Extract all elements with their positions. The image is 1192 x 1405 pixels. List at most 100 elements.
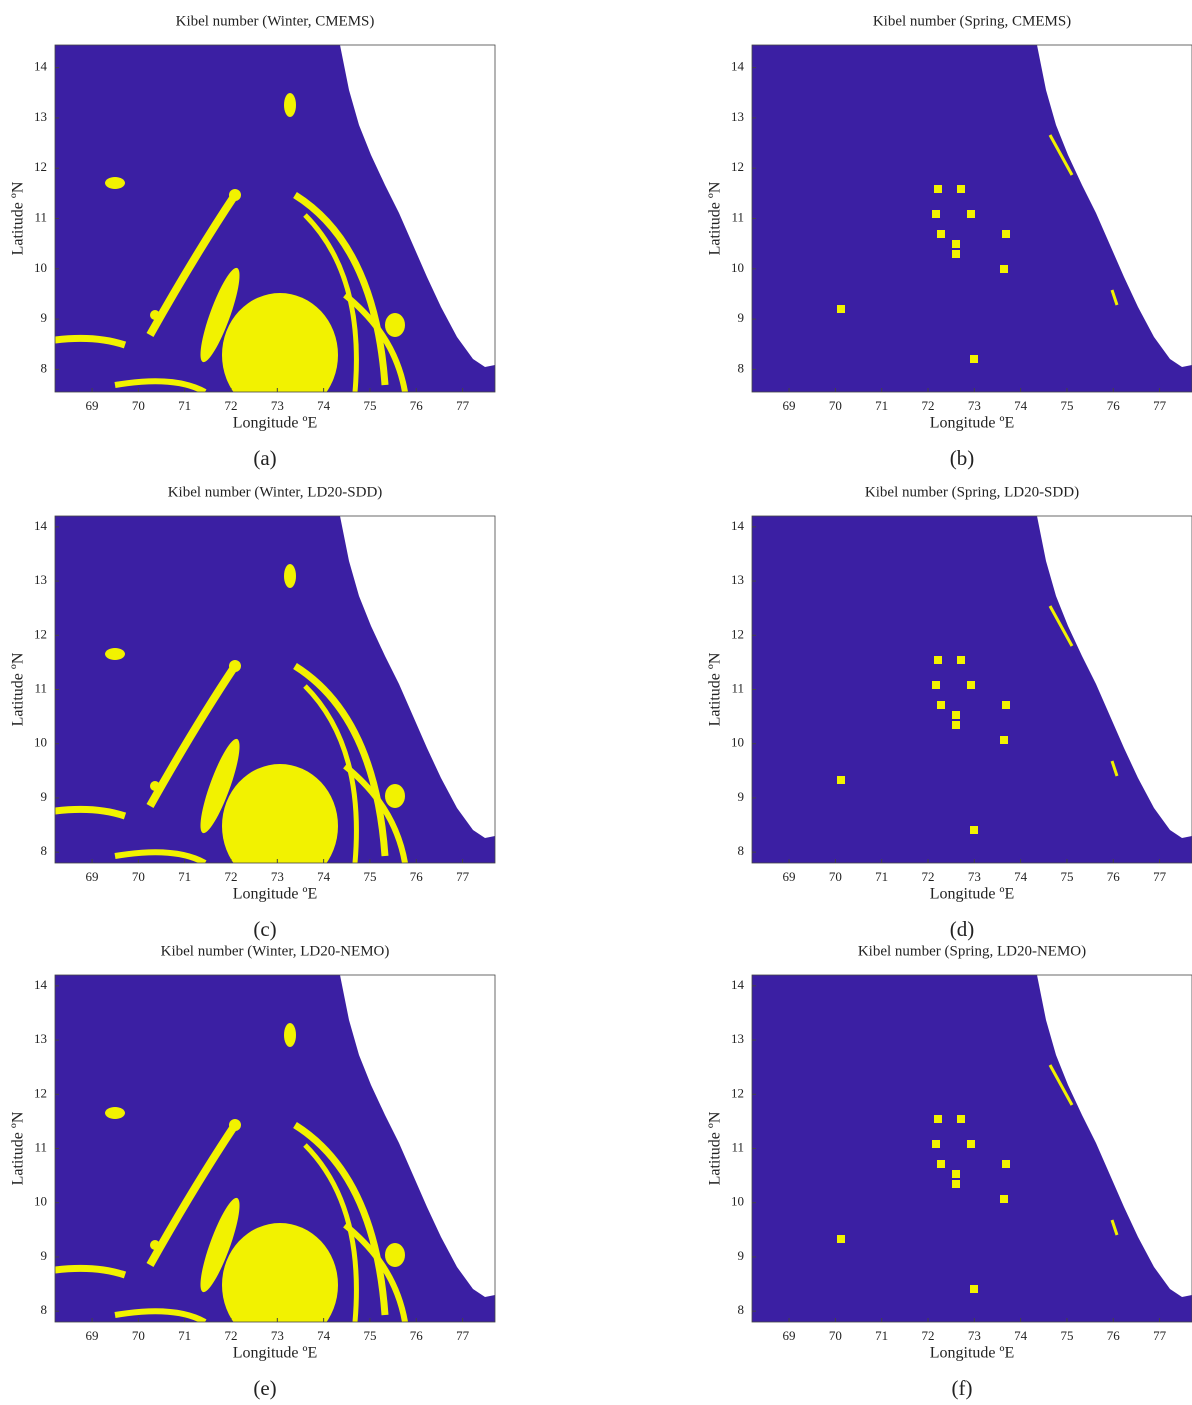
feature xyxy=(957,185,965,193)
feature xyxy=(343,1222,408,1322)
feature xyxy=(343,763,408,863)
y-axis-label: Latitude ºN xyxy=(10,1111,27,1185)
y-axis-label: Latitude ºN xyxy=(10,181,27,255)
y-tick-label: 9 xyxy=(41,1248,48,1263)
feature xyxy=(385,1243,405,1267)
x-tick-label: 72 xyxy=(225,1328,238,1343)
feature xyxy=(934,1115,942,1123)
x-tick-label: 69 xyxy=(86,1328,99,1343)
feature xyxy=(952,240,960,248)
feature xyxy=(937,701,945,709)
feature xyxy=(150,310,160,320)
feature xyxy=(284,93,296,117)
feature xyxy=(1048,134,1119,306)
y-tick-label: 14 xyxy=(731,977,745,992)
feature xyxy=(317,1265,333,1285)
panel: 69 70 71 72 73 74 75 76 77 8 9 10 11 12 13 14 Kibel numb… xyxy=(10,943,496,1400)
x-tick-label: 72 xyxy=(225,869,238,884)
feature xyxy=(55,805,127,820)
x-tick-label: 71 xyxy=(178,1328,191,1343)
x-tick-label: 75 xyxy=(1060,869,1073,884)
chart-title: Kibel number (Winter, LD20-SDD) xyxy=(168,484,383,500)
feature xyxy=(967,210,975,218)
y-tick-label: 8 xyxy=(738,360,745,375)
feature xyxy=(967,681,975,689)
y-tick-label: 12 xyxy=(34,1085,47,1100)
y-tick-label: 13 xyxy=(34,572,47,587)
y-tick-label: 14 xyxy=(731,518,745,533)
x-tick-label: 72 xyxy=(225,398,238,413)
y-tick-label: 9 xyxy=(41,789,48,804)
x-tick-label: 74 xyxy=(317,869,331,884)
feature xyxy=(229,1119,241,1131)
x-tick-label: 75 xyxy=(1060,398,1073,413)
feature xyxy=(55,334,127,349)
x-tick-label: 77 xyxy=(1153,869,1167,884)
panel: 69 70 71 72 73 74 75 76 77 8 9 10 11 12 13 14 Kibel numb… xyxy=(10,13,496,470)
x-tick-label: 71 xyxy=(875,1328,888,1343)
y-tick-label: 11 xyxy=(34,680,47,695)
y-tick-label: 11 xyxy=(731,1139,744,1154)
x-tick-label: 75 xyxy=(1060,1328,1073,1343)
x-tick-label: 69 xyxy=(86,398,99,413)
feature xyxy=(952,1170,960,1178)
chart-title: Kibel number (Spring, LD20-SDD) xyxy=(865,484,1079,500)
feature xyxy=(1002,1160,1010,1168)
y-tick-label: 9 xyxy=(738,789,745,804)
x-tick-label: 77 xyxy=(456,869,470,884)
feature xyxy=(146,1122,239,1267)
feature xyxy=(957,656,965,664)
x-tick-label: 73 xyxy=(271,1328,284,1343)
feature xyxy=(385,784,405,808)
x-tick-label: 70 xyxy=(829,398,842,413)
y-axis-label: Latitude ºN xyxy=(707,1111,724,1185)
x-axis-label: Longitude ºE xyxy=(233,1345,318,1362)
feature xyxy=(837,305,845,313)
y-tick-label: 14 xyxy=(34,977,48,992)
panel-label: (d) xyxy=(950,917,975,941)
feature xyxy=(952,721,960,729)
x-tick-label: 75 xyxy=(363,1328,376,1343)
y-tick-label: 11 xyxy=(34,1139,47,1154)
plot-area xyxy=(752,516,1192,863)
feature xyxy=(200,738,240,834)
feature xyxy=(114,1308,207,1322)
feature xyxy=(114,849,207,863)
feature xyxy=(146,192,239,337)
x-tick-label: 76 xyxy=(410,1328,424,1343)
y-tick-label: 14 xyxy=(731,59,745,74)
feature xyxy=(229,660,241,672)
land xyxy=(1037,975,1192,1297)
panel-label: (b) xyxy=(950,446,975,470)
y-tick-label: 8 xyxy=(738,1302,745,1317)
feature xyxy=(937,1160,945,1168)
x-tick-label: 71 xyxy=(178,869,191,884)
feature xyxy=(932,681,940,689)
x-tick-label: 77 xyxy=(1153,398,1167,413)
y-tick-label: 13 xyxy=(34,1031,47,1046)
feature xyxy=(200,267,240,363)
y-tick-label: 9 xyxy=(738,1248,745,1263)
feature xyxy=(957,1115,965,1123)
plot-area xyxy=(55,45,495,392)
land xyxy=(1037,516,1192,838)
feature xyxy=(970,355,978,363)
x-tick-label: 70 xyxy=(132,398,145,413)
y-tick-label: 13 xyxy=(731,1031,744,1046)
feature xyxy=(105,1107,125,1119)
feature xyxy=(105,648,125,660)
y-tick-label: 12 xyxy=(731,159,744,174)
x-tick-label: 71 xyxy=(178,398,191,413)
y-tick-label: 10 xyxy=(34,735,47,750)
x-tick-label: 71 xyxy=(875,398,888,413)
feature xyxy=(1002,230,1010,238)
feature xyxy=(952,250,960,258)
plot-area xyxy=(55,975,495,1322)
feature xyxy=(967,1140,975,1148)
feature xyxy=(303,1143,359,1322)
x-tick-label: 76 xyxy=(1107,398,1121,413)
feature xyxy=(303,213,359,392)
x-tick-label: 76 xyxy=(1107,1328,1121,1343)
y-axis-label: Latitude ºN xyxy=(10,652,27,726)
